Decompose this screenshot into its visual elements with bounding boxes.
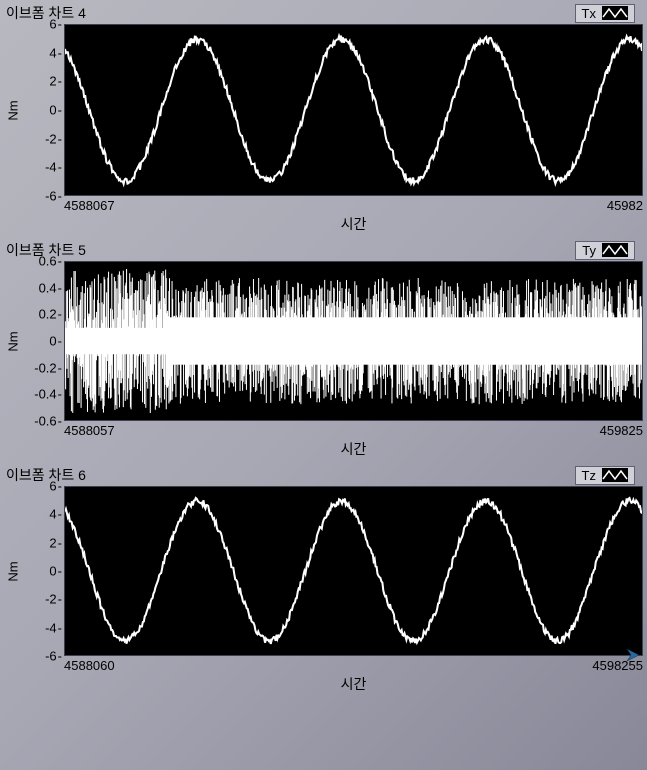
ytick: 0 bbox=[49, 334, 62, 349]
xaxis-ticks: 4588057 459825 bbox=[4, 423, 643, 438]
plot-area[interactable] bbox=[64, 24, 643, 196]
yaxis-label: Nm bbox=[4, 486, 22, 656]
xtick-start: 4588067 bbox=[64, 198, 115, 213]
yaxis-label: Nm bbox=[4, 261, 22, 421]
yaxis-ticks: 6420-2-4-6 bbox=[22, 24, 64, 196]
chart-panel-chart6: 이브폼 차트 6 Tz Nm 6 4 2 0 -2 -4 -645880604598255시간 bbox=[0, 462, 647, 697]
ytick: -2 bbox=[45, 592, 62, 607]
plot-wrap: Nm6420-2-4-6 bbox=[4, 486, 643, 656]
ytick: 0.4 bbox=[39, 280, 62, 295]
legend-label: Ty bbox=[582, 243, 596, 258]
waveform-icon bbox=[602, 468, 628, 482]
ytick: -2 bbox=[45, 131, 62, 146]
ytick: 4 bbox=[49, 507, 62, 522]
yaxis-label: Nm bbox=[4, 24, 22, 196]
waveform-icon bbox=[602, 6, 628, 20]
ytick: -0.6 bbox=[34, 414, 62, 429]
ytick: -4 bbox=[45, 620, 62, 635]
ytick: -4 bbox=[45, 160, 62, 175]
chart-panel-chart5: 이브폼 차트 5 Ty Nm 0.6 0.4 0.2 0 -0.2 -0.4 -0.64588… bbox=[0, 237, 647, 462]
ytick: 0 bbox=[49, 564, 62, 579]
xaxis-label: 시간 bbox=[4, 673, 643, 697]
ytick: -0.4 bbox=[34, 387, 62, 402]
ytick: 2 bbox=[49, 74, 62, 89]
chart-title: 이브폼 차트 4 bbox=[6, 3, 86, 23]
xtick-start: 4588060 bbox=[64, 658, 115, 673]
ytick: 2 bbox=[49, 535, 62, 550]
play-arrow-icon[interactable] bbox=[625, 647, 641, 663]
legend-box[interactable]: Ty bbox=[575, 241, 635, 260]
yaxis-ticks: 0.60.40.20-0.2-0.4-0.6 bbox=[22, 261, 64, 421]
ytick: 4 bbox=[49, 45, 62, 60]
xtick-end: 45982 bbox=[607, 198, 643, 213]
legend-label: Tx bbox=[582, 6, 596, 21]
chart-title: 이브폼 차트 6 bbox=[6, 465, 86, 485]
ytick: -6 bbox=[45, 649, 62, 664]
xaxis-ticks: 4588067 45982 bbox=[4, 198, 643, 213]
ytick: 0.2 bbox=[39, 307, 62, 322]
ytick: 0.6 bbox=[39, 254, 62, 269]
yaxis-ticks: 6420-2-4-6 bbox=[22, 486, 64, 656]
xaxis-ticks: 45880604598255 bbox=[4, 658, 643, 673]
chart-title-bar: 이브폼 차트 5 Ty bbox=[4, 239, 643, 261]
plot-wrap: Nm0.60.40.20-0.2-0.4-0.6 bbox=[4, 261, 643, 421]
ytick: 0 bbox=[49, 103, 62, 118]
plot-wrap: Nm6420-2-4-6 bbox=[4, 24, 643, 196]
waveform-icon bbox=[602, 243, 628, 257]
chart-panel-chart4: 이브폼 차트 4 Tx Nm 6 4 2 0 -2 -4 -64588067 45982시간 bbox=[0, 0, 647, 237]
chart-title-bar: 이브폼 차트 6 Tz bbox=[4, 464, 643, 486]
plot-area[interactable] bbox=[64, 486, 643, 656]
plot-area[interactable] bbox=[64, 261, 643, 421]
xtick-end: 459825 bbox=[600, 423, 643, 438]
ytick: -6 bbox=[45, 189, 62, 204]
ytick: 6 bbox=[49, 17, 62, 32]
legend-box[interactable]: Tz bbox=[575, 466, 635, 485]
ytick: -0.2 bbox=[34, 360, 62, 375]
ytick: 6 bbox=[49, 479, 62, 494]
legend-label: Tz bbox=[582, 468, 596, 483]
xaxis-label: 시간 bbox=[4, 438, 643, 462]
xtick-start: 4588057 bbox=[64, 423, 115, 438]
chart-title-bar: 이브폼 차트 4 Tx bbox=[4, 2, 643, 24]
xaxis-label: 시간 bbox=[4, 213, 643, 237]
legend-box[interactable]: Tx bbox=[575, 4, 635, 23]
